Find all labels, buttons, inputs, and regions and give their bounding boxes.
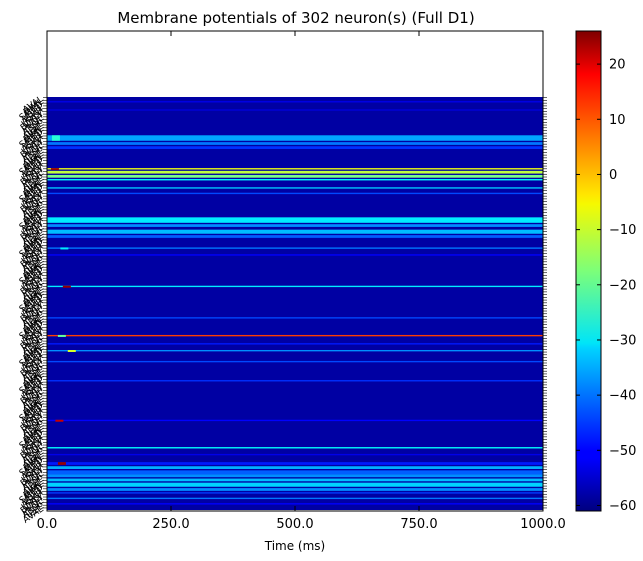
x-axis-ticks: 0.0 250.0 500.0 750.0 1000.0 (37, 31, 566, 532)
heatmap-band (47, 466, 543, 469)
heatmap-spike (60, 247, 69, 250)
heatmap-band (47, 497, 543, 500)
heatmap-spike (57, 334, 66, 337)
heatmap-band (47, 343, 543, 345)
colorbar-tick-label: −30 (609, 333, 636, 348)
colorbar-tick-label: −60 (609, 499, 636, 514)
x-axis-label: Time (ms) (264, 539, 326, 553)
heatmap-spike (50, 168, 59, 171)
heatmap-band (47, 142, 543, 145)
heatmap-band (47, 168, 543, 170)
colorbar-tick-label: 10 (609, 113, 626, 128)
colorbar-tick-label: 0 (609, 168, 617, 183)
plot-axes: AVALRIMLSMBDVB11ASKRURYVDD04PVQLAS06IL2L… (18, 30, 566, 532)
heatmap-band (47, 488, 543, 491)
heatmap-band (47, 492, 543, 494)
plot-frame (46, 30, 544, 512)
colorbar-tick-label: −20 (609, 278, 636, 293)
x-tick-label: 750.0 (400, 517, 437, 532)
heatmap-band (47, 101, 543, 103)
x-tick-label: 1000.0 (520, 517, 566, 532)
heatmap-band (47, 350, 543, 352)
heatmap-band (47, 317, 543, 319)
heatmap-band (47, 224, 543, 227)
heatmap-band (47, 254, 543, 256)
x-tick-label: 250.0 (152, 517, 189, 532)
heatmap-band (47, 229, 543, 234)
chart-title: Membrane potentials of 302 neuron(s) (Fu… (117, 9, 474, 27)
heatmap-band (47, 146, 543, 149)
heatmap-spike (51, 135, 60, 141)
heatmap (47, 97, 543, 510)
colorbar-tick-label: −50 (609, 444, 636, 459)
heatmap-spike (67, 350, 76, 352)
heatmap-band (47, 334, 543, 337)
heatmap-band (47, 453, 543, 456)
colorbar-tick-label: −40 (609, 389, 636, 404)
heatmap-band (47, 380, 543, 382)
heatmap-band (47, 235, 543, 238)
heatmap-band (47, 478, 543, 482)
heatmap-band (47, 360, 543, 363)
heatmap-band (47, 482, 543, 487)
heatmap-band (47, 109, 543, 111)
x-tick-label: 0.0 (37, 517, 58, 532)
heatmap-band (47, 285, 543, 288)
x-tick-label: 500.0 (276, 517, 313, 532)
heatmap-band (47, 187, 543, 189)
colorbar-gradient (576, 31, 601, 511)
heatmap-band (47, 419, 543, 422)
heatmap-band (47, 474, 543, 478)
colorbar-tick-label: −10 (609, 223, 636, 238)
neuron-labels: AVALRIMLSMBDVB11ASKRURYVDD04PVQLAS06IL2L… (18, 94, 547, 526)
heatmap-band (47, 470, 543, 475)
heatmap-band (47, 192, 543, 195)
heatmap-baseline (47, 97, 543, 510)
colorbar-frame (575, 30, 602, 512)
heatmap-band (47, 247, 543, 249)
heatmap-band (47, 174, 543, 178)
heatmap-band (47, 217, 543, 223)
heatmap-band (47, 462, 543, 465)
heatmap-spike (62, 285, 71, 288)
colorbar-ticks: 20 10 0 −10 −20 −30 −40 −50 −60 (576, 58, 636, 514)
heatmap-band (47, 170, 543, 174)
heatmap-spike (57, 462, 66, 465)
colorbar-tick-label: 20 (609, 58, 626, 73)
heatmap-band (47, 447, 543, 449)
heatmap-band (47, 179, 543, 181)
heatmap-band (47, 503, 543, 505)
heatmap-band (47, 135, 543, 141)
colorbar: 20 10 0 −10 −20 −30 −40 −50 −60 (575, 30, 636, 514)
heatmap-spike (55, 419, 64, 422)
